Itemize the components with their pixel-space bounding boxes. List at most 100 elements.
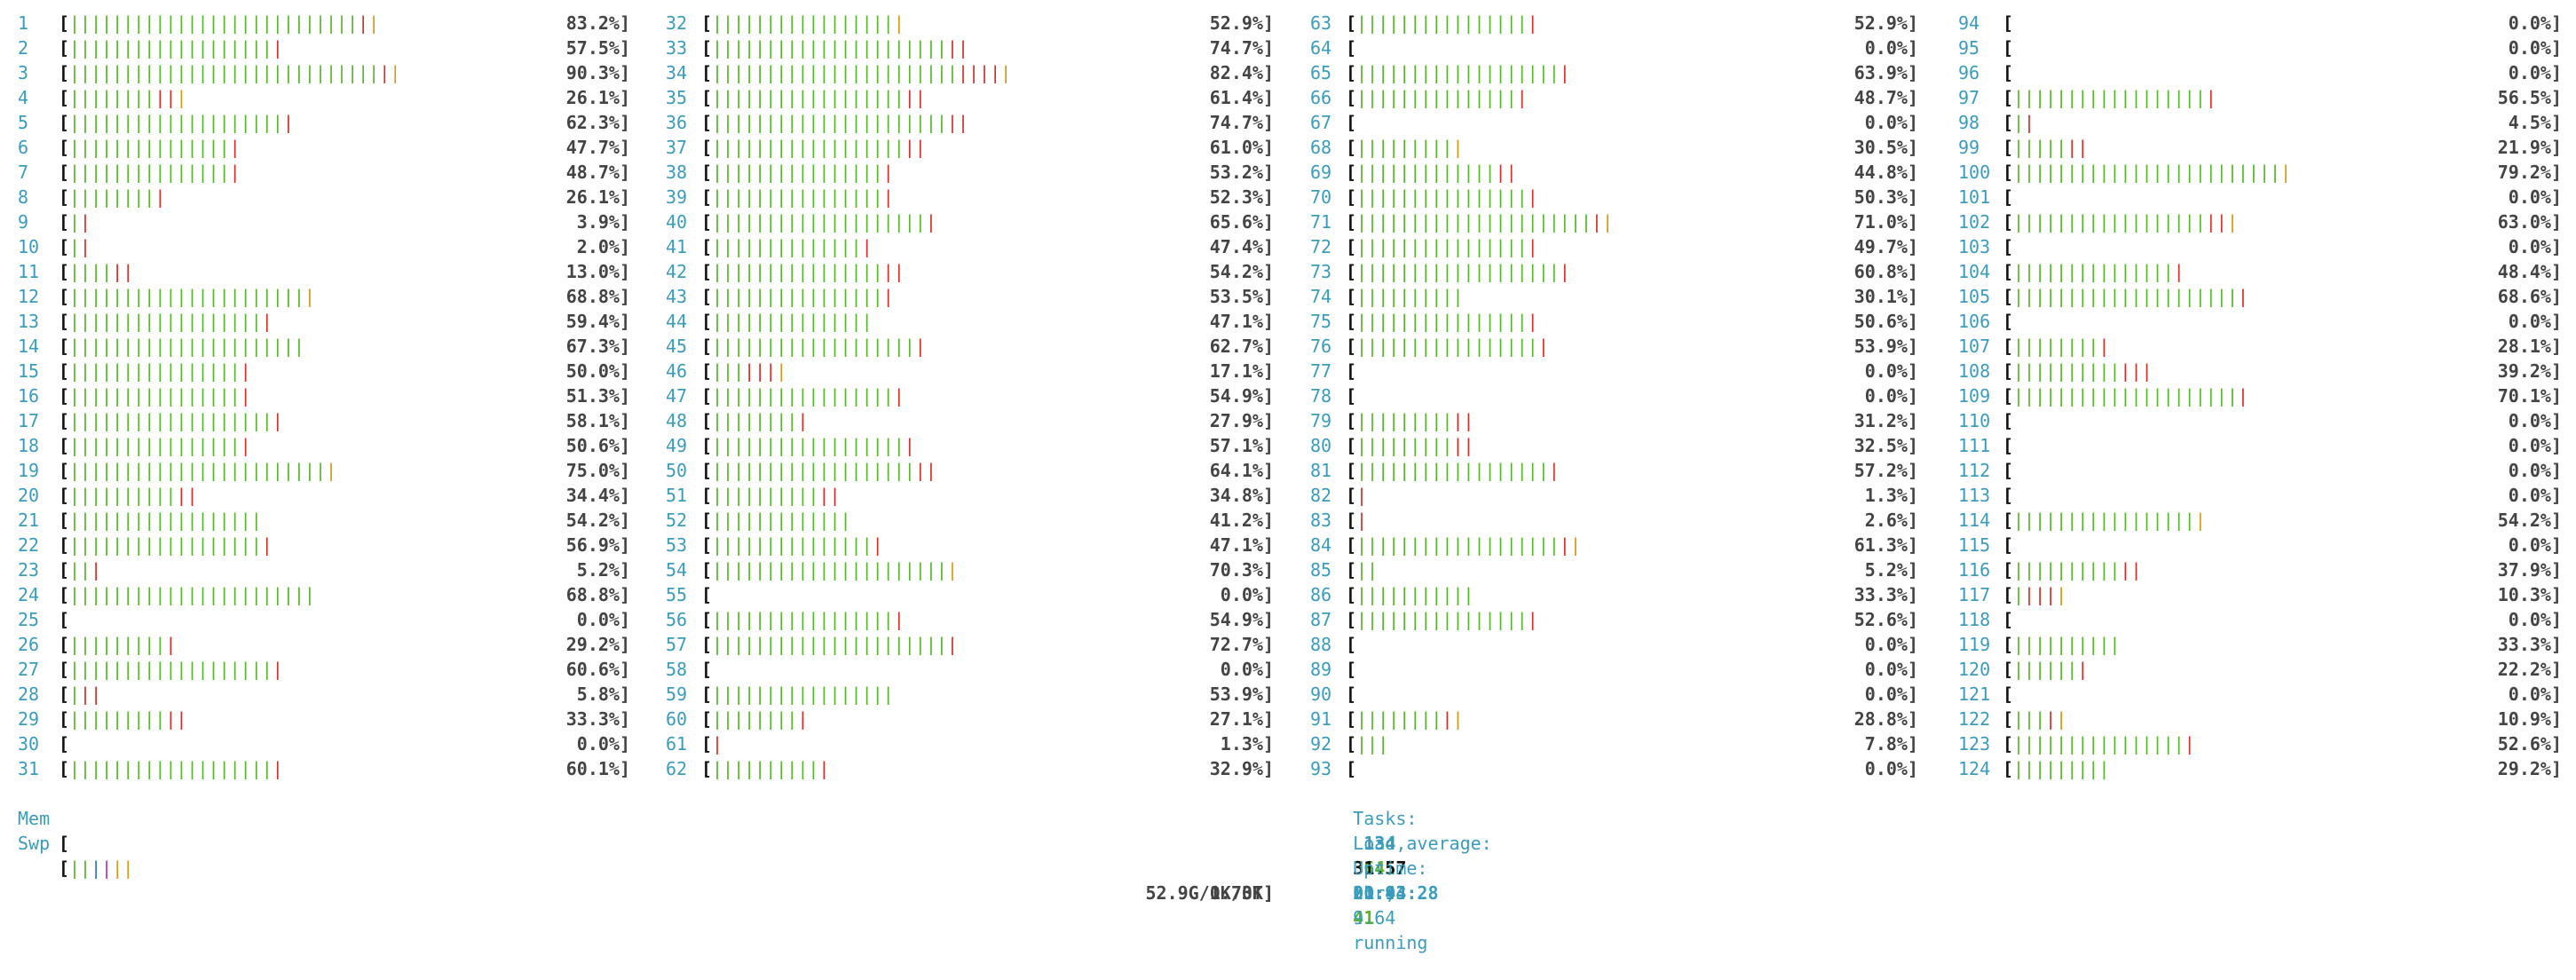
cpu-meter: 63 [||||||||||||||||| 52.9%] [1310, 11, 1918, 36]
cpu-id: 116 [1958, 559, 1991, 581]
cpu-bracket-open: [ [59, 62, 70, 83]
cpu-usage-percent: 41.2%] [1209, 510, 1274, 531]
cpu-usage-percent: 27.9%] [1209, 410, 1274, 431]
cpu-id: 118 [1958, 609, 1991, 630]
cpu-bracket-open: [ [59, 360, 70, 382]
cpu-meter: 57 [||||||||||||||||||||||| 72.7%] [666, 632, 1274, 657]
cpu-bracket-open: [ [59, 733, 70, 755]
cpu-usage-bar: ||||||||||||||||||||||||| [69, 460, 337, 481]
cpu-bracket-open: [ [2003, 236, 2014, 257]
cpu-usage-bar: |||||||||||||||||||||||||| [2013, 162, 2292, 183]
cpu-usage-bar: |||||||||||||||||||||||| [1356, 211, 1613, 233]
cpu-bracket-open: [ [59, 410, 70, 431]
cpu-usage-bar: |||||||||||||||||||| [1356, 261, 1570, 282]
cpu-usage-percent: 52.6%] [1853, 609, 1918, 630]
cpu-id: 72 [1310, 236, 1332, 257]
cpu-meter: 66 [|||||||||||||||| 48.7%] [1310, 85, 1918, 110]
cpu-bracket-open: [ [2003, 87, 2014, 108]
cpu-bracket-open: [ [701, 609, 713, 630]
cpu-usage-bar: |||||||||||| [69, 485, 198, 506]
cpu-meter: 26 [|||||||||| 29.2%] [18, 632, 630, 657]
cpu-bracket-open: [ [2003, 609, 2014, 630]
cpu-bracket-open: [ [2003, 112, 2014, 133]
cpu-meter: 96 [0.0%] [1958, 60, 2562, 85]
cpu-bracket-open: [ [701, 162, 713, 183]
cpu-id: 114 [1958, 510, 1991, 531]
cpu-usage-percent: 72.7%] [1209, 634, 1274, 655]
cpu-usage-bar: |||||||||||||||| [69, 137, 241, 158]
cpu-id: 95 [1958, 37, 1980, 59]
cpu-meter: 13 [||||||||||||||||||| 59.4%] [18, 309, 630, 334]
cpu-id: 81 [1310, 460, 1332, 481]
cpu-usage-percent: 53.2%] [1209, 162, 1274, 183]
cpu-usage-percent: 61.3%] [1853, 534, 1918, 556]
cpu-bracket-open: [ [701, 733, 713, 755]
cpu-id: 27 [18, 659, 40, 680]
cpu-id: 16 [18, 385, 40, 407]
cpu-usage-percent: 34.8%] [1209, 485, 1274, 506]
cpu-usage-percent: 32.5%] [1853, 435, 1918, 456]
cpu-usage-percent: 22.2%] [2497, 659, 2562, 680]
cpu-usage-bar: ||||||||||||||||| [69, 360, 251, 382]
cpu-meter: 122 [||||| 10.9%] [1958, 707, 2562, 731]
cpu-bracket-open: [ [1346, 684, 1357, 705]
cpu-usage-percent: 48.7%] [565, 162, 630, 183]
cpu-id: 10 [18, 236, 40, 257]
cpu-usage-percent: 27.1%] [1209, 708, 1274, 730]
cpu-meter: 25 [0.0%] [18, 607, 630, 632]
cpu-usage-percent: 2.6%] [1864, 510, 1918, 531]
cpu-id: 107 [1958, 336, 1991, 357]
cpu-meter: 47 [|||||||||||||||||| 54.9%] [666, 383, 1274, 408]
cpu-id: 61 [666, 733, 688, 755]
cpu-usage-bar: ||||||||||||||| [712, 311, 873, 332]
cpu-usage-bar: |||||||||||||||| [712, 534, 883, 556]
cpu-usage-bar: | [712, 733, 723, 755]
cpu-bracket-open: [ [2003, 659, 2014, 680]
cpu-usage-percent: 1.3%] [1864, 485, 1918, 506]
cpu-meter: 50 [||||||||||||||||||||| 64.1%] [666, 458, 1274, 483]
cpu-usage-bar: ||||||||||||||||||| [69, 311, 273, 332]
cpu-id: 29 [18, 708, 40, 730]
cpu-usage-bar: ||||||||||||||||| [2013, 733, 2195, 755]
cpu-meter: 105 [|||||||||||||||||||||| 68.6%] [1958, 284, 2562, 309]
cpu-usage-percent: 50.6%] [1853, 311, 1918, 332]
cpu-usage-percent: 50.3%] [1853, 186, 1918, 208]
cpu-bracket-open: [ [701, 12, 713, 34]
cpu-usage-bar: ||||||||||||| [2013, 360, 2153, 382]
cpu-meter: 61 [| 1.3%] [666, 731, 1274, 756]
cpu-meter: 103 [0.0%] [1958, 234, 2562, 259]
cpu-usage-percent: 0.0%] [1220, 659, 1274, 680]
cpu-bracket-open: [ [59, 385, 70, 407]
cpu-usage-bar: ||||||||||| [69, 708, 187, 730]
cpu-usage-percent: 56.9%] [565, 534, 630, 556]
cpu-bracket-open: [ [701, 634, 713, 655]
cpu-bracket-open: [ [701, 659, 713, 680]
cpu-usage-percent: 52.3%] [1209, 186, 1274, 208]
cpu-meter: 80 [||||||||||| 32.5%] [1310, 433, 1918, 458]
cpu-id: 6 [18, 137, 29, 158]
cpu-usage-bar: ||||||||||||||||||| [2013, 87, 2216, 108]
cpu-bracket-open: [ [2003, 534, 2014, 556]
cpu-bracket-open: [ [2003, 311, 2014, 332]
cpu-id: 40 [666, 211, 688, 233]
cpu-meter: 8 [||||||||| 26.1%] [18, 185, 630, 209]
cpu-meter: 98 [|| 4.5%] [1958, 110, 2562, 135]
cpu-id: 106 [1958, 311, 1991, 332]
cpu-usage-percent: 28.8%] [1853, 708, 1918, 730]
cpu-bracket-open: [ [1346, 211, 1357, 233]
cpu-usage-percent: 10.3%] [2497, 584, 2562, 605]
cpu-usage-bar: ||||||||||| [69, 87, 187, 108]
cpu-meter: 101 [0.0%] [1958, 185, 2562, 209]
cpu-usage-bar: | [1356, 485, 1368, 506]
cpu-usage-bar: ||||||||| [2013, 758, 2110, 779]
cpu-meter: 114 [|||||||||||||||||| 54.2%] [1958, 508, 2562, 533]
cpu-bracket-open: [ [59, 609, 70, 630]
cpu-id: 20 [18, 485, 40, 506]
swp-value: 0K/0K] [1209, 882, 1274, 904]
cpu-bracket-open: [ [2003, 485, 2014, 506]
cpu-bracket-open: [ [701, 510, 713, 531]
cpu-id: 60 [666, 708, 688, 730]
cpu-usage-bar: |||||||||||||||||||| [712, 87, 926, 108]
cpu-meter: 91 [|||||||||| 28.8%] [1310, 707, 1918, 731]
cpu-usage-bar: ||||||||||||||||||| [712, 435, 915, 456]
